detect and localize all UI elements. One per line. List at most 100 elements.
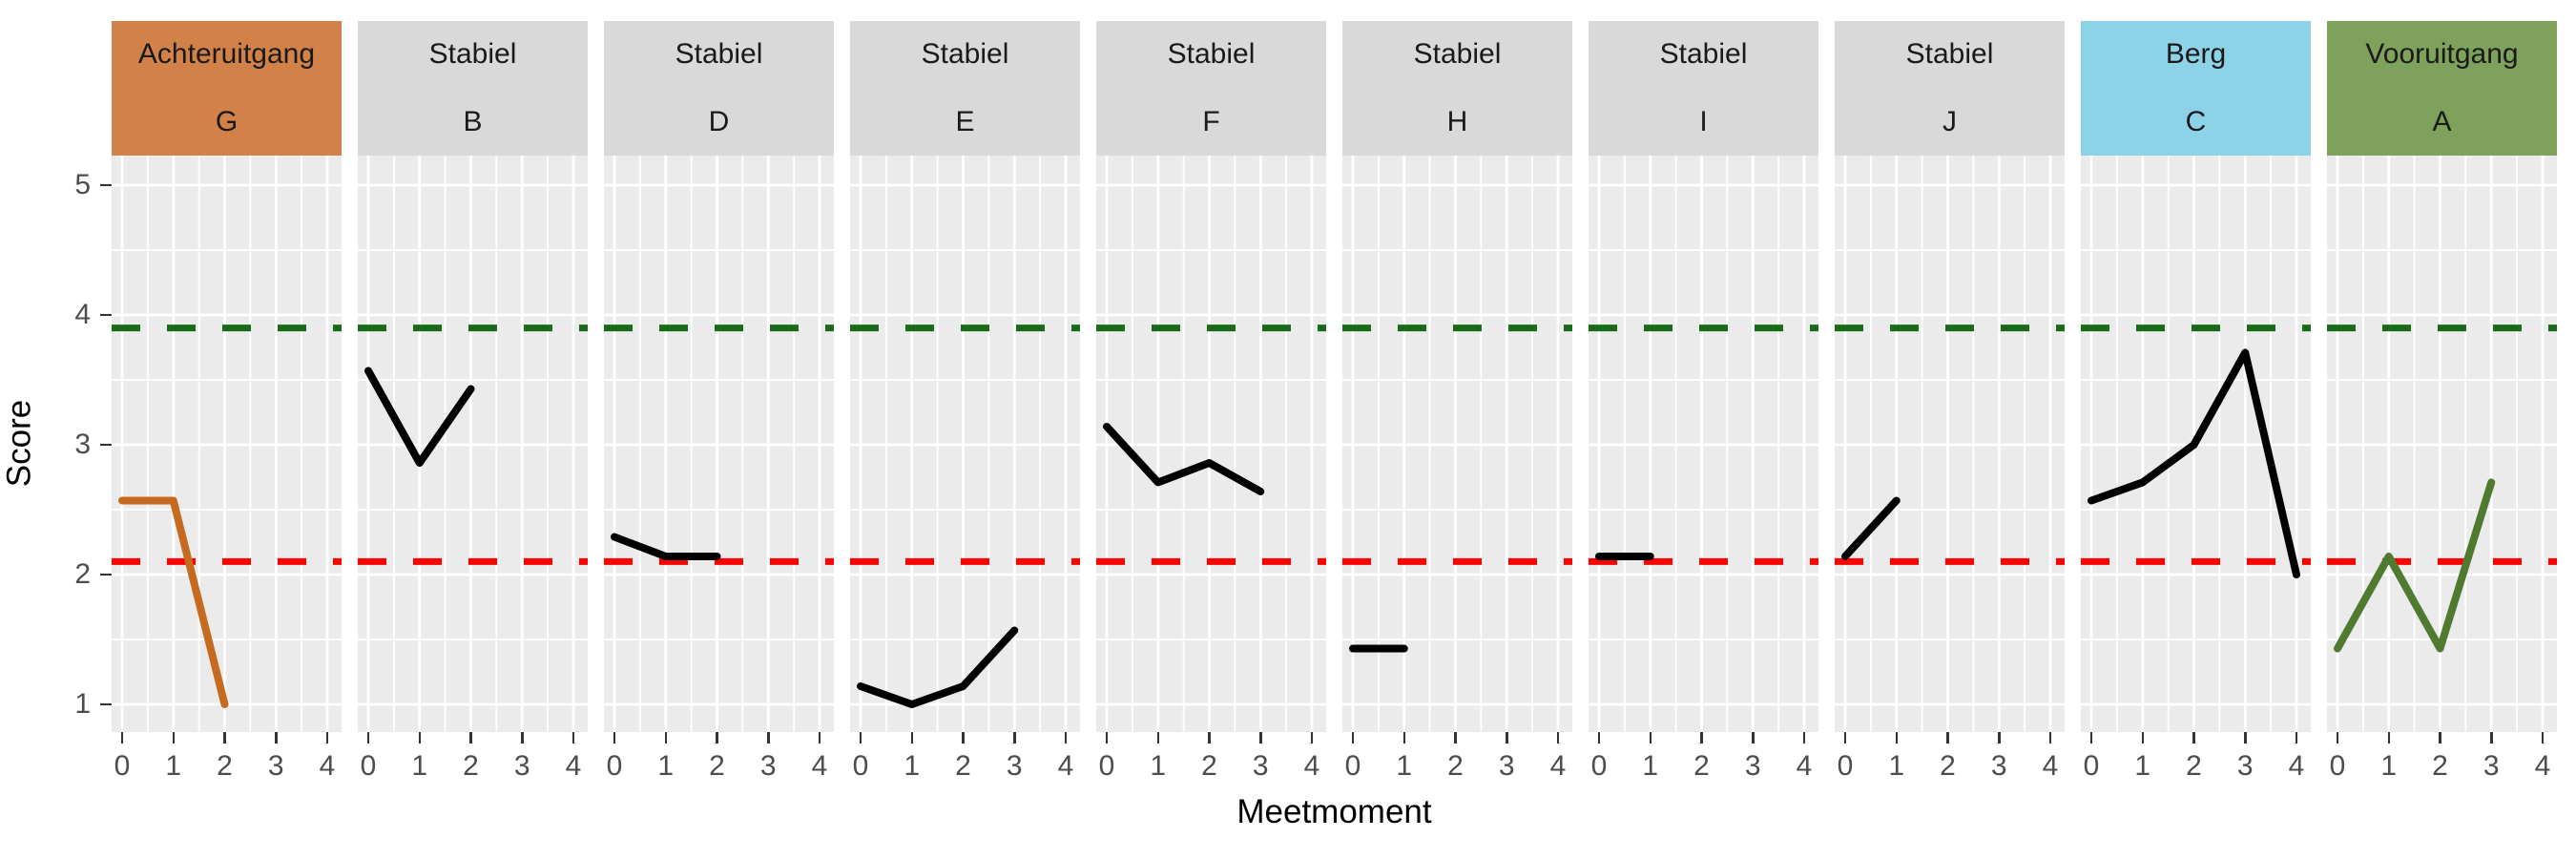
- y-tick-mark: [100, 702, 112, 706]
- x-tick-mark: [1946, 732, 1949, 744]
- x-tick-label: 2: [1693, 750, 1710, 782]
- x-tick-label: 1: [904, 750, 921, 782]
- x-tick-mark: [2089, 732, 2093, 744]
- facet-strip-C: Berg C: [2081, 21, 2311, 156]
- y-tick-label: 4: [74, 299, 91, 330]
- facet-plot-E: [850, 156, 1080, 732]
- x-tick-label: 1: [1642, 750, 1659, 782]
- x-tick-mark: [1597, 732, 1601, 744]
- x-tick-label: 4: [811, 750, 828, 782]
- facet-group-label: Vooruitgang: [2365, 38, 2519, 71]
- x-tick-mark: [1310, 732, 1314, 744]
- facet-plot-A: [2327, 156, 2557, 732]
- facet-strip-D: Stabiel D: [604, 21, 834, 156]
- facet-group-label: Stabiel: [1659, 38, 1748, 71]
- x-tick-mark: [1700, 732, 1703, 744]
- x-tick-mark: [818, 732, 821, 744]
- facet-letter-label: C: [2185, 105, 2207, 137]
- score-line-C: [2088, 348, 2300, 578]
- facet-letter-label: H: [1446, 105, 1468, 137]
- x-tick-label: 4: [319, 750, 336, 782]
- y-tick-label: 3: [74, 429, 91, 460]
- x-tick-label: 4: [2534, 750, 2551, 782]
- x-tick-label: 2: [1447, 750, 1464, 782]
- x-tick-mark: [1998, 732, 2001, 744]
- x-tick-label: 1: [165, 750, 182, 782]
- facet-letter-label: J: [1942, 105, 1957, 137]
- x-tick-mark: [1649, 732, 1652, 744]
- x-tick-mark: [366, 732, 370, 744]
- x-tick-label: 0: [2083, 750, 2100, 782]
- x-tick-label: 0: [360, 750, 377, 782]
- x-tick-mark: [223, 732, 226, 744]
- facet-group-label: Achteruitgang: [137, 38, 316, 71]
- y-tick-mark: [100, 573, 112, 576]
- x-tick-mark: [571, 732, 575, 744]
- x-tick-mark: [1259, 732, 1262, 744]
- x-tick-mark: [1156, 732, 1159, 744]
- x-tick-mark: [1752, 732, 1755, 744]
- facet-plot-B: [358, 156, 588, 732]
- facet-group-label: Stabiel: [1413, 38, 1502, 71]
- x-tick-label: 2: [1201, 750, 1217, 782]
- x-tick-mark: [910, 732, 913, 744]
- x-tick-label: 2: [1940, 750, 1956, 782]
- x-tick-label: 0: [114, 750, 131, 782]
- facet-letter-label: I: [1699, 105, 1708, 137]
- x-tick-label: 1: [1396, 750, 1413, 782]
- facet-letter-label: G: [215, 105, 239, 137]
- x-tick-label: 0: [2329, 750, 2346, 782]
- facet-letter-label: E: [955, 105, 975, 137]
- x-tick-label: 1: [2134, 750, 2151, 782]
- x-tick-mark: [2336, 732, 2339, 744]
- facet-group-label: Stabiel: [1905, 38, 1994, 71]
- y-tick-label: 2: [74, 558, 91, 590]
- x-tick-label: 1: [1888, 750, 1905, 782]
- x-tick-mark: [962, 732, 965, 744]
- x-tick-label: 4: [1796, 750, 1813, 782]
- x-tick-label: 0: [852, 750, 869, 782]
- x-axis-title: Meetmoment: [1236, 793, 1432, 830]
- facet-letter-label: F: [1202, 105, 1220, 137]
- score-line-D: [611, 533, 721, 560]
- x-tick-label: 0: [1837, 750, 1854, 782]
- x-tick-label: 4: [1057, 750, 1074, 782]
- x-tick-mark: [1402, 732, 1405, 744]
- x-tick-mark: [716, 732, 718, 744]
- x-tick-mark: [521, 732, 524, 744]
- facet-plot-G: [112, 156, 342, 732]
- x-tick-mark: [275, 732, 278, 744]
- x-tick-mark: [859, 732, 862, 744]
- facet-plot-H: [1342, 156, 1572, 732]
- facet-strip-J: Stabiel J: [1835, 21, 2065, 156]
- x-tick-label: 1: [411, 750, 428, 782]
- x-tick-mark: [1895, 732, 1898, 744]
- y-axis-title: Score: [0, 399, 38, 488]
- x-tick-label: 2: [2432, 750, 2448, 782]
- x-tick-mark: [664, 732, 667, 744]
- x-tick-mark: [418, 732, 421, 744]
- facet-strip-A: Vooruitgang A: [2327, 21, 2557, 156]
- score-line-E: [857, 626, 1019, 708]
- x-tick-label: 3: [2483, 750, 2500, 782]
- x-tick-label: 4: [2288, 750, 2305, 782]
- x-tick-label: 2: [2186, 750, 2202, 782]
- x-tick-label: 2: [463, 750, 479, 782]
- x-tick-mark: [2439, 732, 2441, 744]
- x-tick-label: 3: [2236, 750, 2254, 782]
- y-tick-label: 1: [74, 688, 91, 720]
- facet-group-label: Stabiel: [428, 38, 517, 71]
- x-tick-mark: [2141, 732, 2144, 744]
- facet-plot-F: [1096, 156, 1326, 732]
- x-tick-label: 1: [657, 750, 675, 782]
- y-tick-label: 5: [74, 169, 91, 200]
- x-tick-label: 1: [1150, 750, 1167, 782]
- x-tick-label: 0: [1590, 750, 1608, 782]
- score-line-G: [118, 496, 229, 708]
- facet-strip-I: Stabiel I: [1589, 21, 1818, 156]
- x-tick-label: 4: [565, 750, 582, 782]
- facet-letter-label: D: [708, 105, 730, 137]
- score-line-A: [2334, 478, 2496, 653]
- x-tick-label: 4: [1549, 750, 1567, 782]
- facet-plot-I: [1589, 156, 1818, 732]
